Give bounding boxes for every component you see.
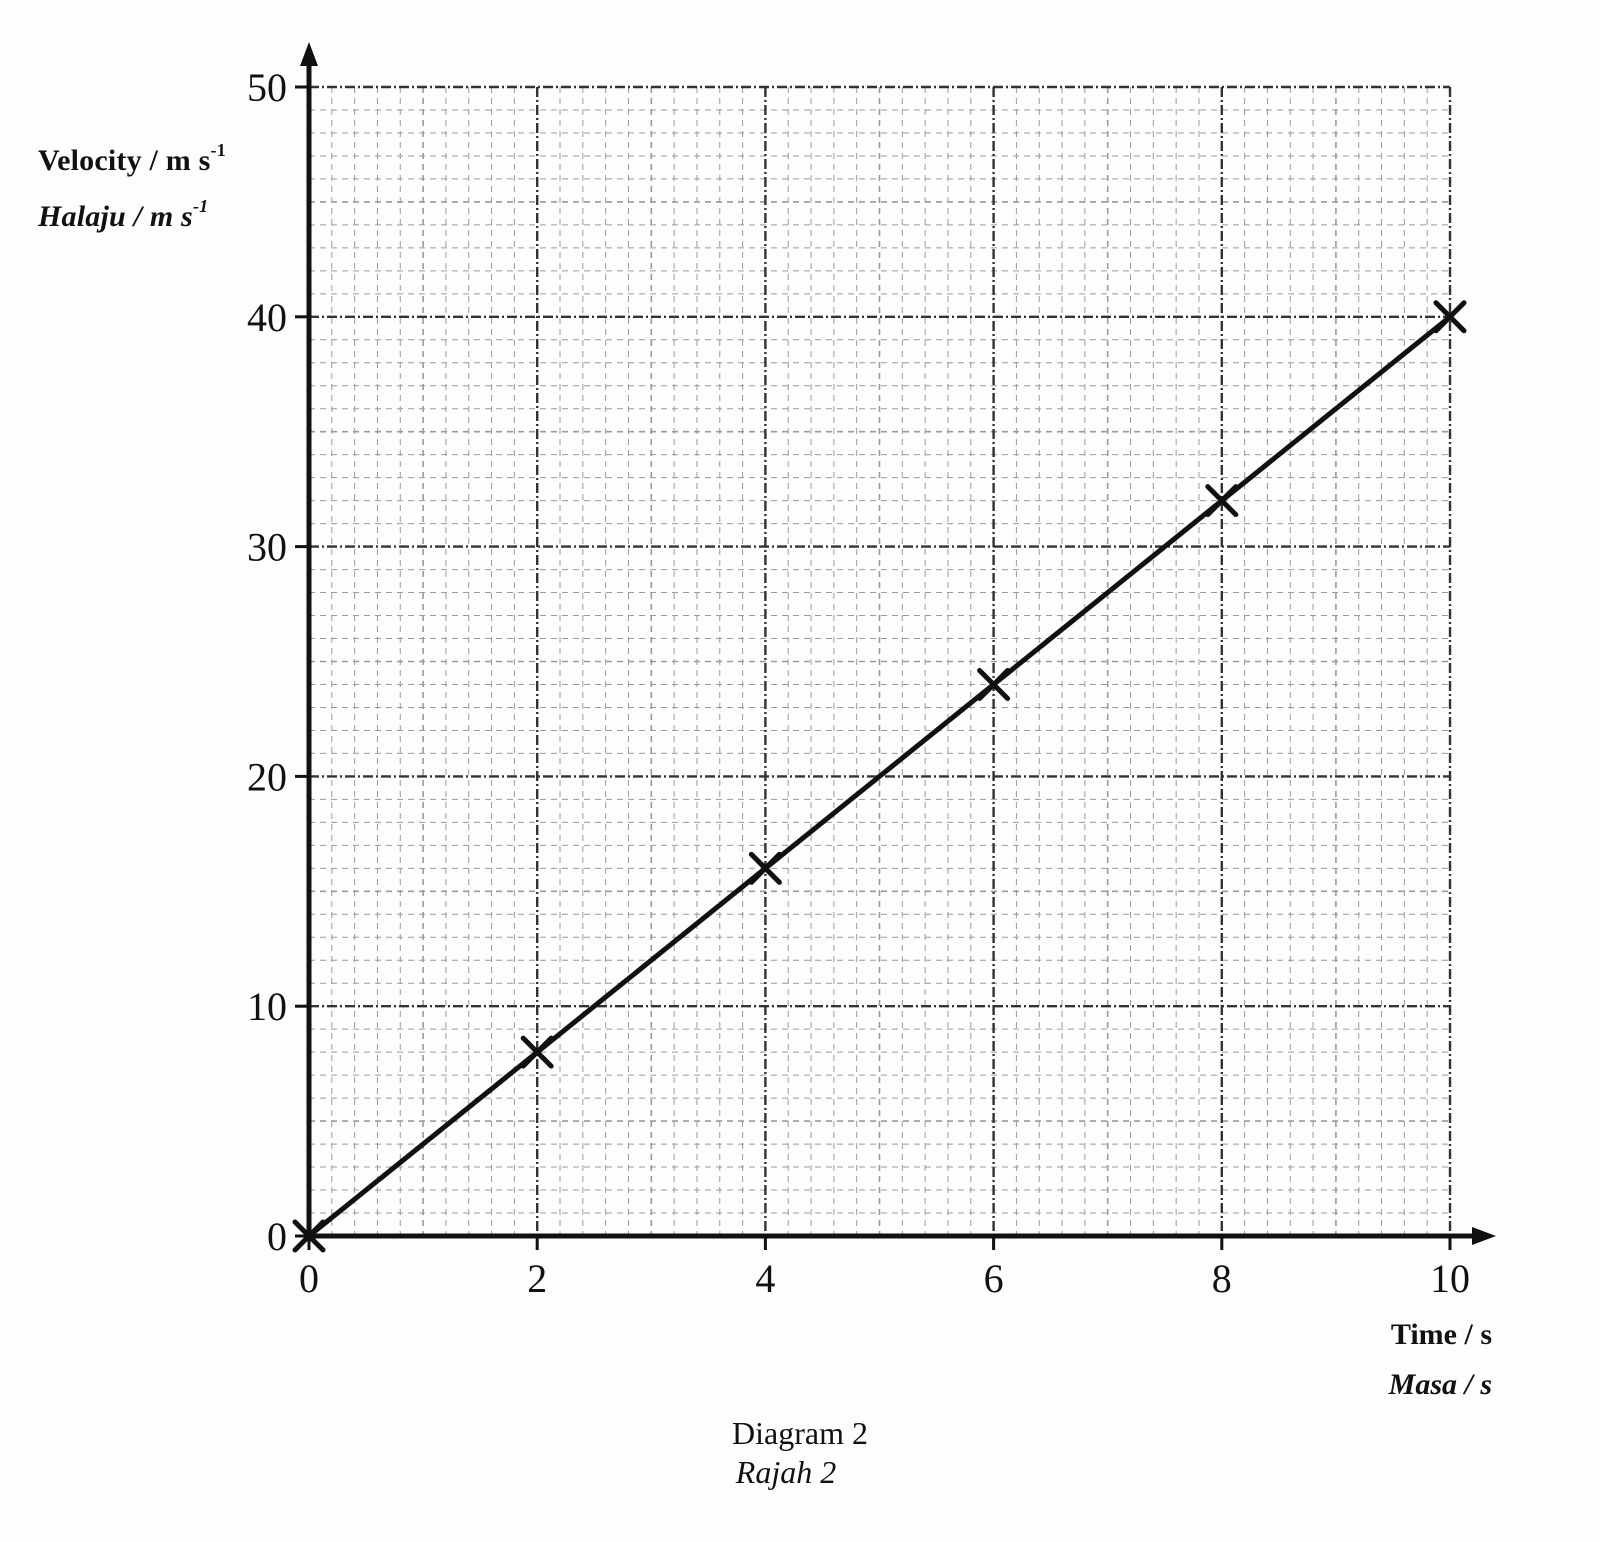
y-axis-label-translation-text: Halaju / m s [38,200,193,233]
figure-caption-translation: Rajah 2 [735,1454,837,1490]
x-tick-label: 2 [527,1256,547,1301]
tick-labels: 0 2 4 6 8 10 0 10 20 30 40 50 [247,65,1470,1301]
y-tick-label: 0 [267,1214,287,1259]
x-tick-label: 4 [755,1256,775,1301]
axes [295,42,1496,1250]
y-axis-label-text: Velocity / m s [38,144,211,177]
data-point-markers [292,300,1467,1253]
x-tick-label: 8 [1212,1256,1232,1301]
x-tick-label: 0 [299,1256,319,1301]
y-tick-label: 30 [247,525,287,570]
y-axis-label-translation-superscript: -1 [192,196,209,216]
y-tick-label: 40 [247,295,287,340]
x-marker-icon [977,667,1011,701]
y-tick-label: 10 [247,984,287,1029]
x-marker-icon [1433,300,1467,334]
figure-caption: Diagram 2 [732,1415,868,1451]
x-axis-label: Time / s [1390,1318,1492,1351]
x-marker-icon [1205,484,1239,518]
x-marker-icon [292,1219,326,1253]
x-marker-icon [520,1035,554,1069]
grid-major [309,85,1452,1236]
y-axis-label-superscript: -1 [210,140,226,160]
y-axis-label-translation: Halaju / m s-1 [38,196,208,234]
grid-minor [309,87,1450,1236]
x-tick-label: 6 [984,1256,1004,1301]
x-axis-label-translation: Masa / s [1388,1368,1492,1401]
y-axis-label: Velocity / m s-1 [38,140,226,178]
y-tick-label: 20 [247,754,287,799]
x-marker-icon [748,851,782,885]
best-fit-line [306,314,1453,1239]
y-tick-label: 50 [247,65,287,110]
x-tick-label: 10 [1430,1256,1470,1301]
